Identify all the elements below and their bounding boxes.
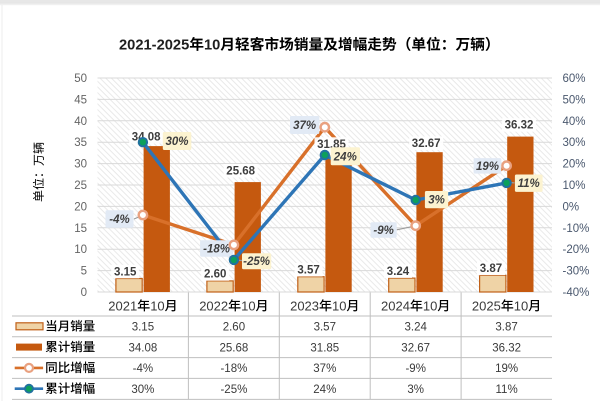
svg-text:-4%: -4% <box>109 214 129 226</box>
svg-text:3.87: 3.87 <box>495 322 517 334</box>
svg-text:30%: 30% <box>131 384 154 396</box>
svg-text:36.32: 36.32 <box>505 120 534 132</box>
svg-text:20: 20 <box>74 201 87 213</box>
svg-text:2024: 2024 <box>381 298 410 313</box>
svg-text:45: 45 <box>74 94 87 106</box>
svg-text:-10%: -10% <box>563 223 590 235</box>
svg-text:50: 50 <box>74 73 87 85</box>
svg-text:3%: 3% <box>428 195 445 207</box>
svg-text:25: 25 <box>74 180 87 192</box>
svg-text:60%: 60% <box>563 73 586 85</box>
svg-text:-25%: -25% <box>243 256 270 268</box>
svg-text:3.24: 3.24 <box>387 266 410 278</box>
svg-text:19%: 19% <box>476 161 499 173</box>
svg-text:10: 10 <box>423 298 437 313</box>
svg-text:15: 15 <box>74 223 87 235</box>
svg-text:11%: 11% <box>518 178 540 190</box>
svg-text:10: 10 <box>514 298 528 313</box>
svg-text:-30%: -30% <box>563 266 590 278</box>
svg-text:-9%: -9% <box>405 363 425 375</box>
svg-text:24%: 24% <box>333 151 357 163</box>
svg-text:35: 35 <box>74 137 87 149</box>
svg-text:31.85: 31.85 <box>310 342 339 354</box>
svg-text:0%: 0% <box>563 201 580 213</box>
svg-text:-40%: -40% <box>563 287 590 299</box>
svg-text:2.60: 2.60 <box>223 322 245 334</box>
svg-text:30: 30 <box>74 159 87 171</box>
svg-text:10: 10 <box>150 298 164 313</box>
svg-text:0: 0 <box>81 287 87 299</box>
svg-text:3.24: 3.24 <box>405 322 428 334</box>
svg-text:10: 10 <box>332 298 346 313</box>
svg-text:25.68: 25.68 <box>226 166 255 178</box>
svg-text:20%: 20% <box>563 159 586 171</box>
svg-text:34.08: 34.08 <box>129 342 158 354</box>
svg-text:-4%: -4% <box>133 363 153 375</box>
svg-text:3.15: 3.15 <box>114 266 137 278</box>
svg-text:37%: 37% <box>313 363 336 375</box>
svg-text:19%: 19% <box>495 363 518 375</box>
svg-text:30%: 30% <box>563 137 586 149</box>
svg-text:-25%: -25% <box>220 384 247 396</box>
svg-text:40: 40 <box>74 116 87 128</box>
svg-text:-20%: -20% <box>563 244 590 256</box>
svg-text:-18%: -18% <box>220 363 247 375</box>
svg-text:25.68: 25.68 <box>220 342 249 354</box>
svg-text:-18%: -18% <box>203 244 230 256</box>
svg-text:2021: 2021 <box>108 298 137 313</box>
svg-text:2025: 2025 <box>472 298 501 313</box>
svg-text:32.67: 32.67 <box>412 138 441 150</box>
svg-text:40%: 40% <box>563 116 586 128</box>
svg-text:2021-2025: 2021-2025 <box>119 38 189 54</box>
svg-text:36.32: 36.32 <box>492 342 521 354</box>
svg-text:30%: 30% <box>165 136 188 148</box>
svg-text:10: 10 <box>241 298 255 313</box>
svg-text:2022: 2022 <box>199 298 228 313</box>
svg-text:10: 10 <box>204 38 220 54</box>
svg-text:3.57: 3.57 <box>314 322 336 334</box>
svg-text:2.60: 2.60 <box>204 269 226 281</box>
svg-text:10%: 10% <box>563 180 586 192</box>
svg-text:3%: 3% <box>407 384 424 396</box>
svg-text:11%: 11% <box>496 384 518 396</box>
svg-text:3.15: 3.15 <box>132 322 154 334</box>
svg-text:10: 10 <box>74 244 87 256</box>
svg-text:24%: 24% <box>313 384 336 396</box>
svg-text:3.57: 3.57 <box>297 265 319 277</box>
svg-text:32.67: 32.67 <box>401 342 430 354</box>
svg-text:-9%: -9% <box>373 225 393 237</box>
svg-text:2023: 2023 <box>290 298 319 313</box>
svg-text:5: 5 <box>81 266 87 278</box>
svg-text:50%: 50% <box>563 94 586 106</box>
svg-text:37%: 37% <box>293 120 316 132</box>
svg-text:3.87: 3.87 <box>480 263 502 275</box>
